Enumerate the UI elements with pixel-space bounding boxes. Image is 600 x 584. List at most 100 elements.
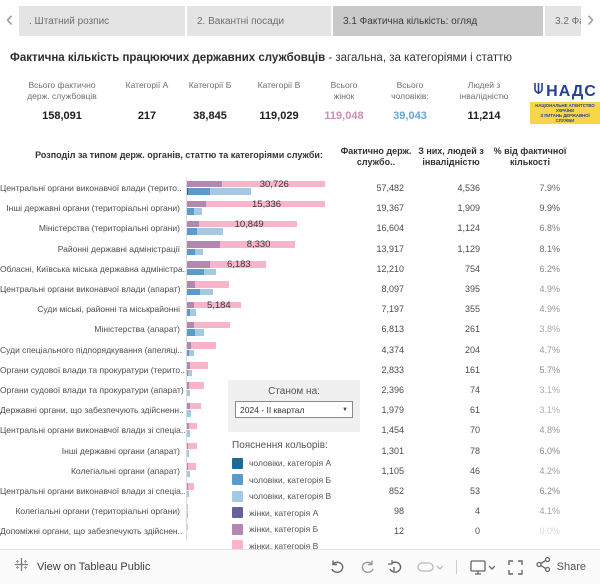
table-row[interactable]: Інші державні органи (апарат) 1,301 78 6.0% xyxy=(0,440,600,461)
replay-icon[interactable] xyxy=(387,560,404,574)
table-row[interactable]: Органи судової влади та прокуратури (апа… xyxy=(0,379,600,401)
column-header-percent: % від фактичної кількості xyxy=(493,146,567,167)
actual-count: 852 xyxy=(388,485,404,496)
table-row[interactable]: Районні державні адміністрації 8,330 13,91… xyxy=(0,238,600,259)
row-label: Міністерства (територіальні органи) xyxy=(38,223,180,234)
actual-count: 1,454 xyxy=(381,425,404,436)
row-label: Суди спеціального підпорядкування (апеля… xyxy=(0,344,183,355)
men_b-segment xyxy=(187,228,197,235)
women-bar xyxy=(187,362,338,369)
bar-value-label: 30,726 xyxy=(259,178,289,190)
men_v-segment xyxy=(195,329,205,336)
row-label: Центральні органи виконавчої влади зі сп… xyxy=(0,485,186,496)
actual-count: 4,374 xyxy=(381,344,404,355)
table-row[interactable]: Суди міські, районні та міськрайонні 5,18… xyxy=(0,299,600,320)
legend-item[interactable]: чоловіки, категорія А xyxy=(228,455,378,472)
women-bar xyxy=(187,483,338,490)
chevron-right-icon[interactable]: › xyxy=(586,6,595,31)
men-bar xyxy=(187,188,338,195)
row-bars xyxy=(186,400,338,421)
view-on-tableau-link[interactable]: View on Tableau Public xyxy=(37,561,151,573)
legend-item[interactable]: чоловіки, категорія Б xyxy=(228,472,378,489)
women_v-segment xyxy=(195,281,229,288)
bar-value-label: 8,330 xyxy=(246,239,271,251)
women-bar xyxy=(187,523,338,531)
legend-label: жінки, категорія Б xyxy=(249,524,319,535)
tab-3[interactable]: 3.1 Фактична кількість: огляд xyxy=(333,6,543,36)
chevron-left-icon[interactable]: ‹ xyxy=(5,6,14,31)
filter-label: Станом на: xyxy=(268,386,320,397)
women-bar xyxy=(187,342,338,349)
table-row[interactable]: Органи судової влади та прокуратури (тер… xyxy=(0,359,600,380)
women_b-segment xyxy=(187,442,189,450)
table-row[interactable]: Міністерства (апарат) 6,813 261 3.8% xyxy=(0,319,600,340)
table-row[interactable]: Суди спеціального підпорядкування (апеля… xyxy=(0,339,600,360)
redo-icon[interactable] xyxy=(359,560,375,574)
women_v-segment xyxy=(187,503,189,510)
table-row[interactable]: Колегіальні органи (апарат) 1,105 46 4.2% xyxy=(0,460,600,481)
toolbar-footer: View on Tableau Public xyxy=(0,549,600,584)
percent-value: 8.1% xyxy=(539,243,560,254)
table-row[interactable]: Колегіальні органи (територіальні органи… xyxy=(0,501,600,522)
table-row[interactable]: Допоміжні органи, що забезпечують здійсн… xyxy=(0,521,600,542)
table-row[interactable]: Центральні органи виконавчої влади зі сп… xyxy=(0,420,600,441)
actual-count: 13,917 xyxy=(376,243,404,254)
tab-2[interactable]: 2. Вакантні посади xyxy=(187,6,331,36)
row-bars: 30,726 xyxy=(186,178,338,199)
revert-icon[interactable] xyxy=(416,560,443,574)
row-label: Центральні органи виконавчої влади (апар… xyxy=(0,284,181,295)
men-bar xyxy=(187,228,338,235)
percent-value: 3.8% xyxy=(539,324,560,335)
women_b-segment xyxy=(187,281,196,288)
row-bars xyxy=(186,359,338,380)
bar-value-label: 6,183 xyxy=(226,259,251,271)
men_v-segment xyxy=(210,188,252,195)
kpi-label: Категорії Б xyxy=(188,80,232,90)
chart-rows: Центральні органи виконавчої влади (тери… xyxy=(0,178,600,542)
kpi-label: Людей з інвалідністю xyxy=(459,80,509,101)
women_v-segment xyxy=(188,442,197,450)
tableau-logo-icon[interactable] xyxy=(14,557,29,577)
legend-swatch-men_v xyxy=(232,490,243,502)
legend-item[interactable]: жінки, категорія В xyxy=(228,538,378,555)
women_b-segment xyxy=(187,220,199,228)
download-icon[interactable] xyxy=(469,559,495,575)
men_v-segment xyxy=(188,369,192,377)
fullscreen-icon[interactable] xyxy=(507,559,523,575)
women_v-segment xyxy=(188,382,205,389)
tab-1[interactable]: . Штатний розпис xyxy=(19,6,185,36)
bar-value-label: 15,336 xyxy=(252,198,282,210)
row-bars: 5,184 xyxy=(186,299,338,320)
table-row[interactable]: Центральні органи виконавчої влади зі сп… xyxy=(0,480,600,501)
table-row[interactable]: Обласні, Київська міська державна адміні… xyxy=(0,258,600,279)
percent-value: 4.9% xyxy=(539,284,560,295)
share-button[interactable]: Share xyxy=(535,556,586,577)
undo-icon[interactable] xyxy=(330,560,346,574)
men-bar xyxy=(187,369,338,377)
legend-item[interactable]: жінки, категорія Б xyxy=(228,521,378,538)
legend-item[interactable]: чоловіки, категорія В xyxy=(228,488,378,505)
row-bars xyxy=(186,339,338,360)
men_b-segment xyxy=(187,309,190,316)
table-row[interactable]: Державні органи, що забезпечують здійсне… xyxy=(0,400,600,421)
percent-value: 4.8% xyxy=(539,425,560,436)
disability-count: 161 xyxy=(464,364,480,375)
kpi-card-5: Всього чоловіків: 39,043 xyxy=(374,78,446,124)
women-bar xyxy=(187,503,338,510)
logo-subtitle: НАЦІОНАЛЬНЕ АГЕНТСТВО УКРАЇНИ З ПИТАНЬ Д… xyxy=(530,102,600,124)
table-row[interactable]: Центральні органи виконавчої влади (тери… xyxy=(0,178,600,199)
quarter-select[interactable]: 2024 - II квартал ▼ xyxy=(235,401,353,418)
women_b-segment xyxy=(187,321,195,329)
legend-swatch-women_v xyxy=(232,540,243,552)
table-row[interactable]: Центральні органи виконавчої влади (апар… xyxy=(0,278,600,300)
kpi-card-2: Категорії Б 38,845 xyxy=(176,78,244,124)
percent-value: 6.2% xyxy=(539,263,560,274)
table-row[interactable]: Міністерства (територіальні органи) 10,84… xyxy=(0,218,600,239)
women_b-segment xyxy=(187,241,220,248)
table-row[interactable]: Інші державні органи (територіальні орга… xyxy=(0,198,600,219)
women-bar xyxy=(187,281,338,288)
row-bars xyxy=(186,379,338,401)
tab-4[interactable]: 3.2 Фа xyxy=(545,6,581,36)
legend-item[interactable]: жінки, категорія А xyxy=(228,505,378,522)
men_v-segment xyxy=(187,430,191,437)
